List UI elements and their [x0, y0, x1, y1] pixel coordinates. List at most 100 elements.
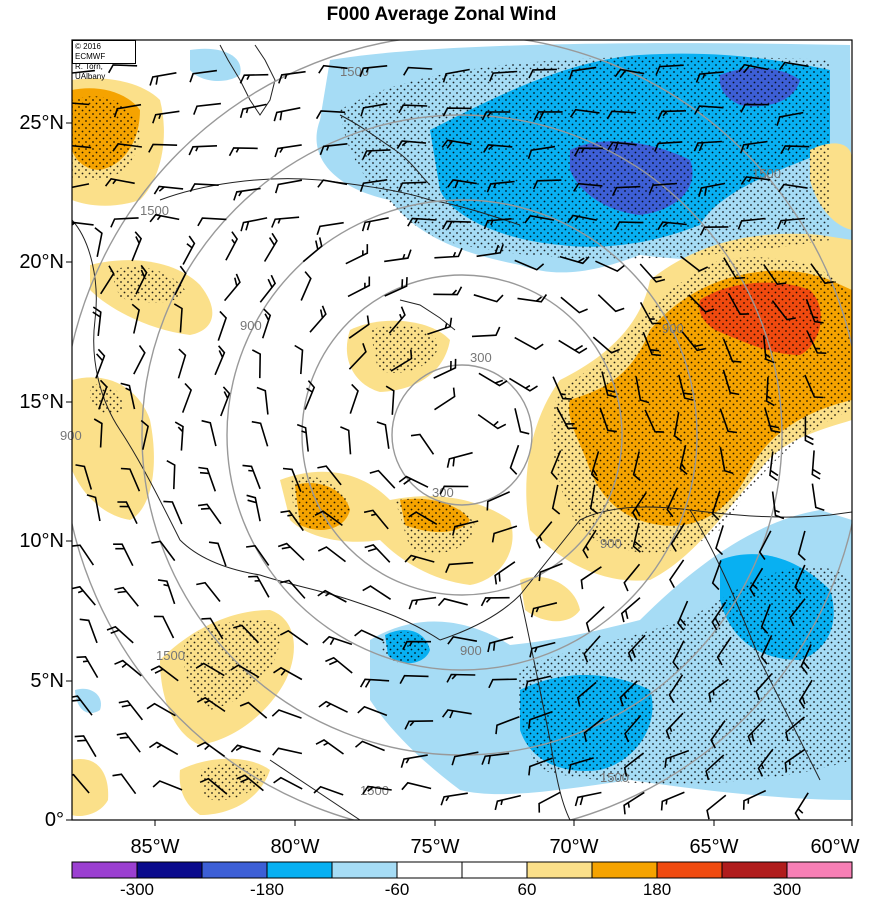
- wind-barb: [362, 149, 391, 160]
- wind-barb: [514, 259, 545, 271]
- wind-barb: [280, 510, 304, 532]
- wind-barb: [388, 306, 406, 334]
- wind-barb: [408, 596, 437, 610]
- wind-barb: [271, 216, 300, 228]
- wind-barb: [655, 64, 684, 76]
- wind-barb: [93, 418, 103, 448]
- wind-barb: [677, 600, 689, 631]
- wind-barb: [114, 659, 142, 677]
- wind-barb: [711, 490, 721, 521]
- wind-barb: [149, 213, 180, 223]
- range-ring-label: 1500: [140, 203, 169, 218]
- wind-barb: [189, 183, 219, 193]
- wind-barb: [274, 144, 302, 158]
- wind-barb: [711, 560, 722, 591]
- wind-barb: [642, 331, 662, 357]
- wind-barb: [217, 310, 228, 341]
- wind-barb: [747, 718, 766, 746]
- wind-barb: [532, 179, 562, 190]
- wind-barb: [657, 110, 687, 120]
- wind-barb: [398, 475, 429, 488]
- wind-barb: [322, 635, 353, 646]
- wind-barb: [669, 559, 685, 588]
- wind-barb: [514, 336, 544, 351]
- wind-barb: [780, 145, 810, 155]
- wind-barb: [606, 110, 636, 120]
- wind-barb: [294, 344, 304, 375]
- wind-barb: [220, 386, 231, 417]
- wind-barb: [595, 260, 625, 273]
- wind-barb: [719, 447, 734, 475]
- wind-barb: [451, 751, 479, 766]
- wind-barb: [114, 586, 139, 607]
- wind-barb: [242, 464, 261, 490]
- wind-barb: [72, 695, 93, 716]
- wind-barb: [580, 566, 602, 590]
- wind-barb: [376, 421, 390, 449]
- wind-barb: [620, 597, 641, 623]
- wind-barb: [259, 274, 277, 303]
- colorbar-swatch-1: [136, 861, 203, 879]
- wind-barb: [98, 379, 108, 410]
- wind-barb: [318, 64, 348, 74]
- wind-barb: [592, 336, 621, 354]
- wind-barb: [680, 255, 709, 272]
- wind-barb: [614, 221, 644, 231]
- wind-barb: [811, 450, 821, 480]
- wind-barb: [559, 255, 590, 265]
- wind-barb: [76, 655, 99, 679]
- wind-barb: [196, 741, 226, 758]
- wind-barb: [632, 451, 641, 482]
- wind-barb: [72, 773, 90, 794]
- wind-barb: [538, 791, 561, 813]
- wind-barb: [117, 501, 138, 525]
- wind-barb: [488, 678, 517, 689]
- wind-barb: [106, 625, 134, 644]
- wind-barb: [193, 102, 221, 115]
- lat-label-15n: 15°N: [19, 391, 64, 413]
- wind-barb: [146, 702, 176, 717]
- wind-barb: [631, 492, 647, 521]
- wind-barb: [481, 752, 510, 765]
- wind-barb: [135, 264, 148, 295]
- map-frame: [71, 39, 853, 821]
- wind-barb: [517, 294, 548, 303]
- wind-barb: [810, 263, 834, 285]
- wind-barb: [446, 673, 476, 683]
- colorbar-label-5: 300: [772, 880, 802, 899]
- wind-barb: [280, 579, 306, 599]
- wind-barb: [348, 315, 370, 339]
- wind-barb: [695, 71, 724, 83]
- colorbar-label-1: -180: [249, 880, 285, 899]
- wind-barb: [740, 140, 768, 154]
- wind-barb: [550, 450, 562, 481]
- wind-barb: [181, 382, 193, 413]
- wind-barb: [399, 674, 429, 684]
- wind-barb: [723, 257, 746, 280]
- wind-barb: [72, 585, 96, 606]
- wind-barb: [361, 217, 389, 232]
- wind-barb: [318, 700, 348, 713]
- wind-barb: [567, 214, 597, 224]
- wind-barb: [804, 416, 814, 446]
- wind-barb: [256, 386, 269, 415]
- wind-barb: [239, 73, 269, 84]
- colorbar-label-2: -60: [384, 880, 410, 899]
- wind-barb: [800, 644, 812, 674]
- wind-barb: [302, 237, 323, 263]
- wind-barb: [664, 749, 690, 768]
- colorbar-swatch-5: [396, 861, 463, 879]
- wind-barb: [248, 575, 270, 598]
- wind-barb: [349, 383, 359, 414]
- lon-label-60w: 60°W: [810, 836, 860, 858]
- wind-barb: [208, 541, 227, 567]
- wind-barb: [710, 720, 726, 749]
- range-ring-label: 900: [600, 536, 622, 551]
- page-title: F000 Average Zonal Wind: [326, 4, 557, 25]
- wind-barb: [758, 530, 772, 560]
- lat-label-0: 0°: [44, 809, 64, 831]
- wind-barb: [722, 369, 740, 396]
- wind-barb: [668, 674, 684, 704]
- wind-barb: [251, 349, 262, 379]
- shade-pos-light-west: [72, 377, 154, 520]
